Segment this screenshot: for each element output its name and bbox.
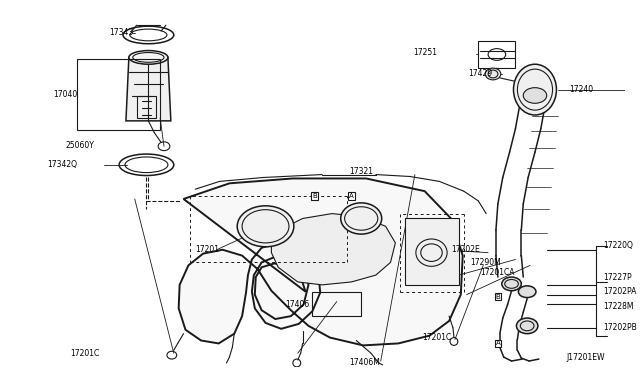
Text: 17406M: 17406M bbox=[349, 359, 380, 368]
Text: 17201C: 17201C bbox=[70, 349, 100, 358]
Ellipse shape bbox=[485, 68, 501, 80]
Text: 17201: 17201 bbox=[195, 245, 220, 254]
Polygon shape bbox=[126, 57, 171, 121]
Text: 17429: 17429 bbox=[468, 70, 493, 78]
Bar bbox=[137, 96, 156, 118]
Ellipse shape bbox=[518, 286, 536, 298]
Text: 17201C: 17201C bbox=[422, 333, 451, 342]
Ellipse shape bbox=[524, 88, 547, 103]
Bar bbox=[77, 60, 160, 130]
Text: 17342Q: 17342Q bbox=[47, 160, 77, 169]
Ellipse shape bbox=[129, 51, 168, 64]
Bar bbox=[405, 218, 459, 285]
Text: 17290M: 17290M bbox=[470, 258, 501, 267]
Text: J17201EW: J17201EW bbox=[566, 353, 605, 362]
Bar bbox=[478, 41, 515, 68]
Ellipse shape bbox=[340, 203, 381, 234]
Text: 17251: 17251 bbox=[413, 48, 437, 57]
Polygon shape bbox=[179, 179, 463, 345]
Text: 25060Y: 25060Y bbox=[65, 141, 94, 150]
Ellipse shape bbox=[513, 64, 556, 115]
Text: 17220Q: 17220Q bbox=[604, 241, 633, 250]
Text: 17321: 17321 bbox=[349, 167, 374, 176]
Text: 17040: 17040 bbox=[54, 90, 78, 99]
Text: 17228M: 17228M bbox=[604, 302, 634, 311]
Ellipse shape bbox=[502, 277, 522, 291]
Text: 17227P: 17227P bbox=[604, 273, 632, 282]
Text: 17202PB: 17202PB bbox=[604, 323, 637, 332]
Text: B: B bbox=[495, 294, 500, 299]
Text: 17201CA: 17201CA bbox=[480, 268, 515, 277]
Text: 17240: 17240 bbox=[569, 85, 593, 94]
Text: B: B bbox=[312, 193, 317, 199]
Polygon shape bbox=[271, 214, 396, 285]
Text: 17406: 17406 bbox=[285, 300, 309, 309]
Text: A: A bbox=[495, 340, 500, 346]
Text: 17202E: 17202E bbox=[451, 245, 480, 254]
Text: A: A bbox=[349, 193, 354, 199]
Ellipse shape bbox=[237, 206, 294, 247]
Ellipse shape bbox=[516, 318, 538, 334]
Text: 17343: 17343 bbox=[109, 28, 134, 36]
Text: 17202PA: 17202PA bbox=[604, 287, 637, 296]
